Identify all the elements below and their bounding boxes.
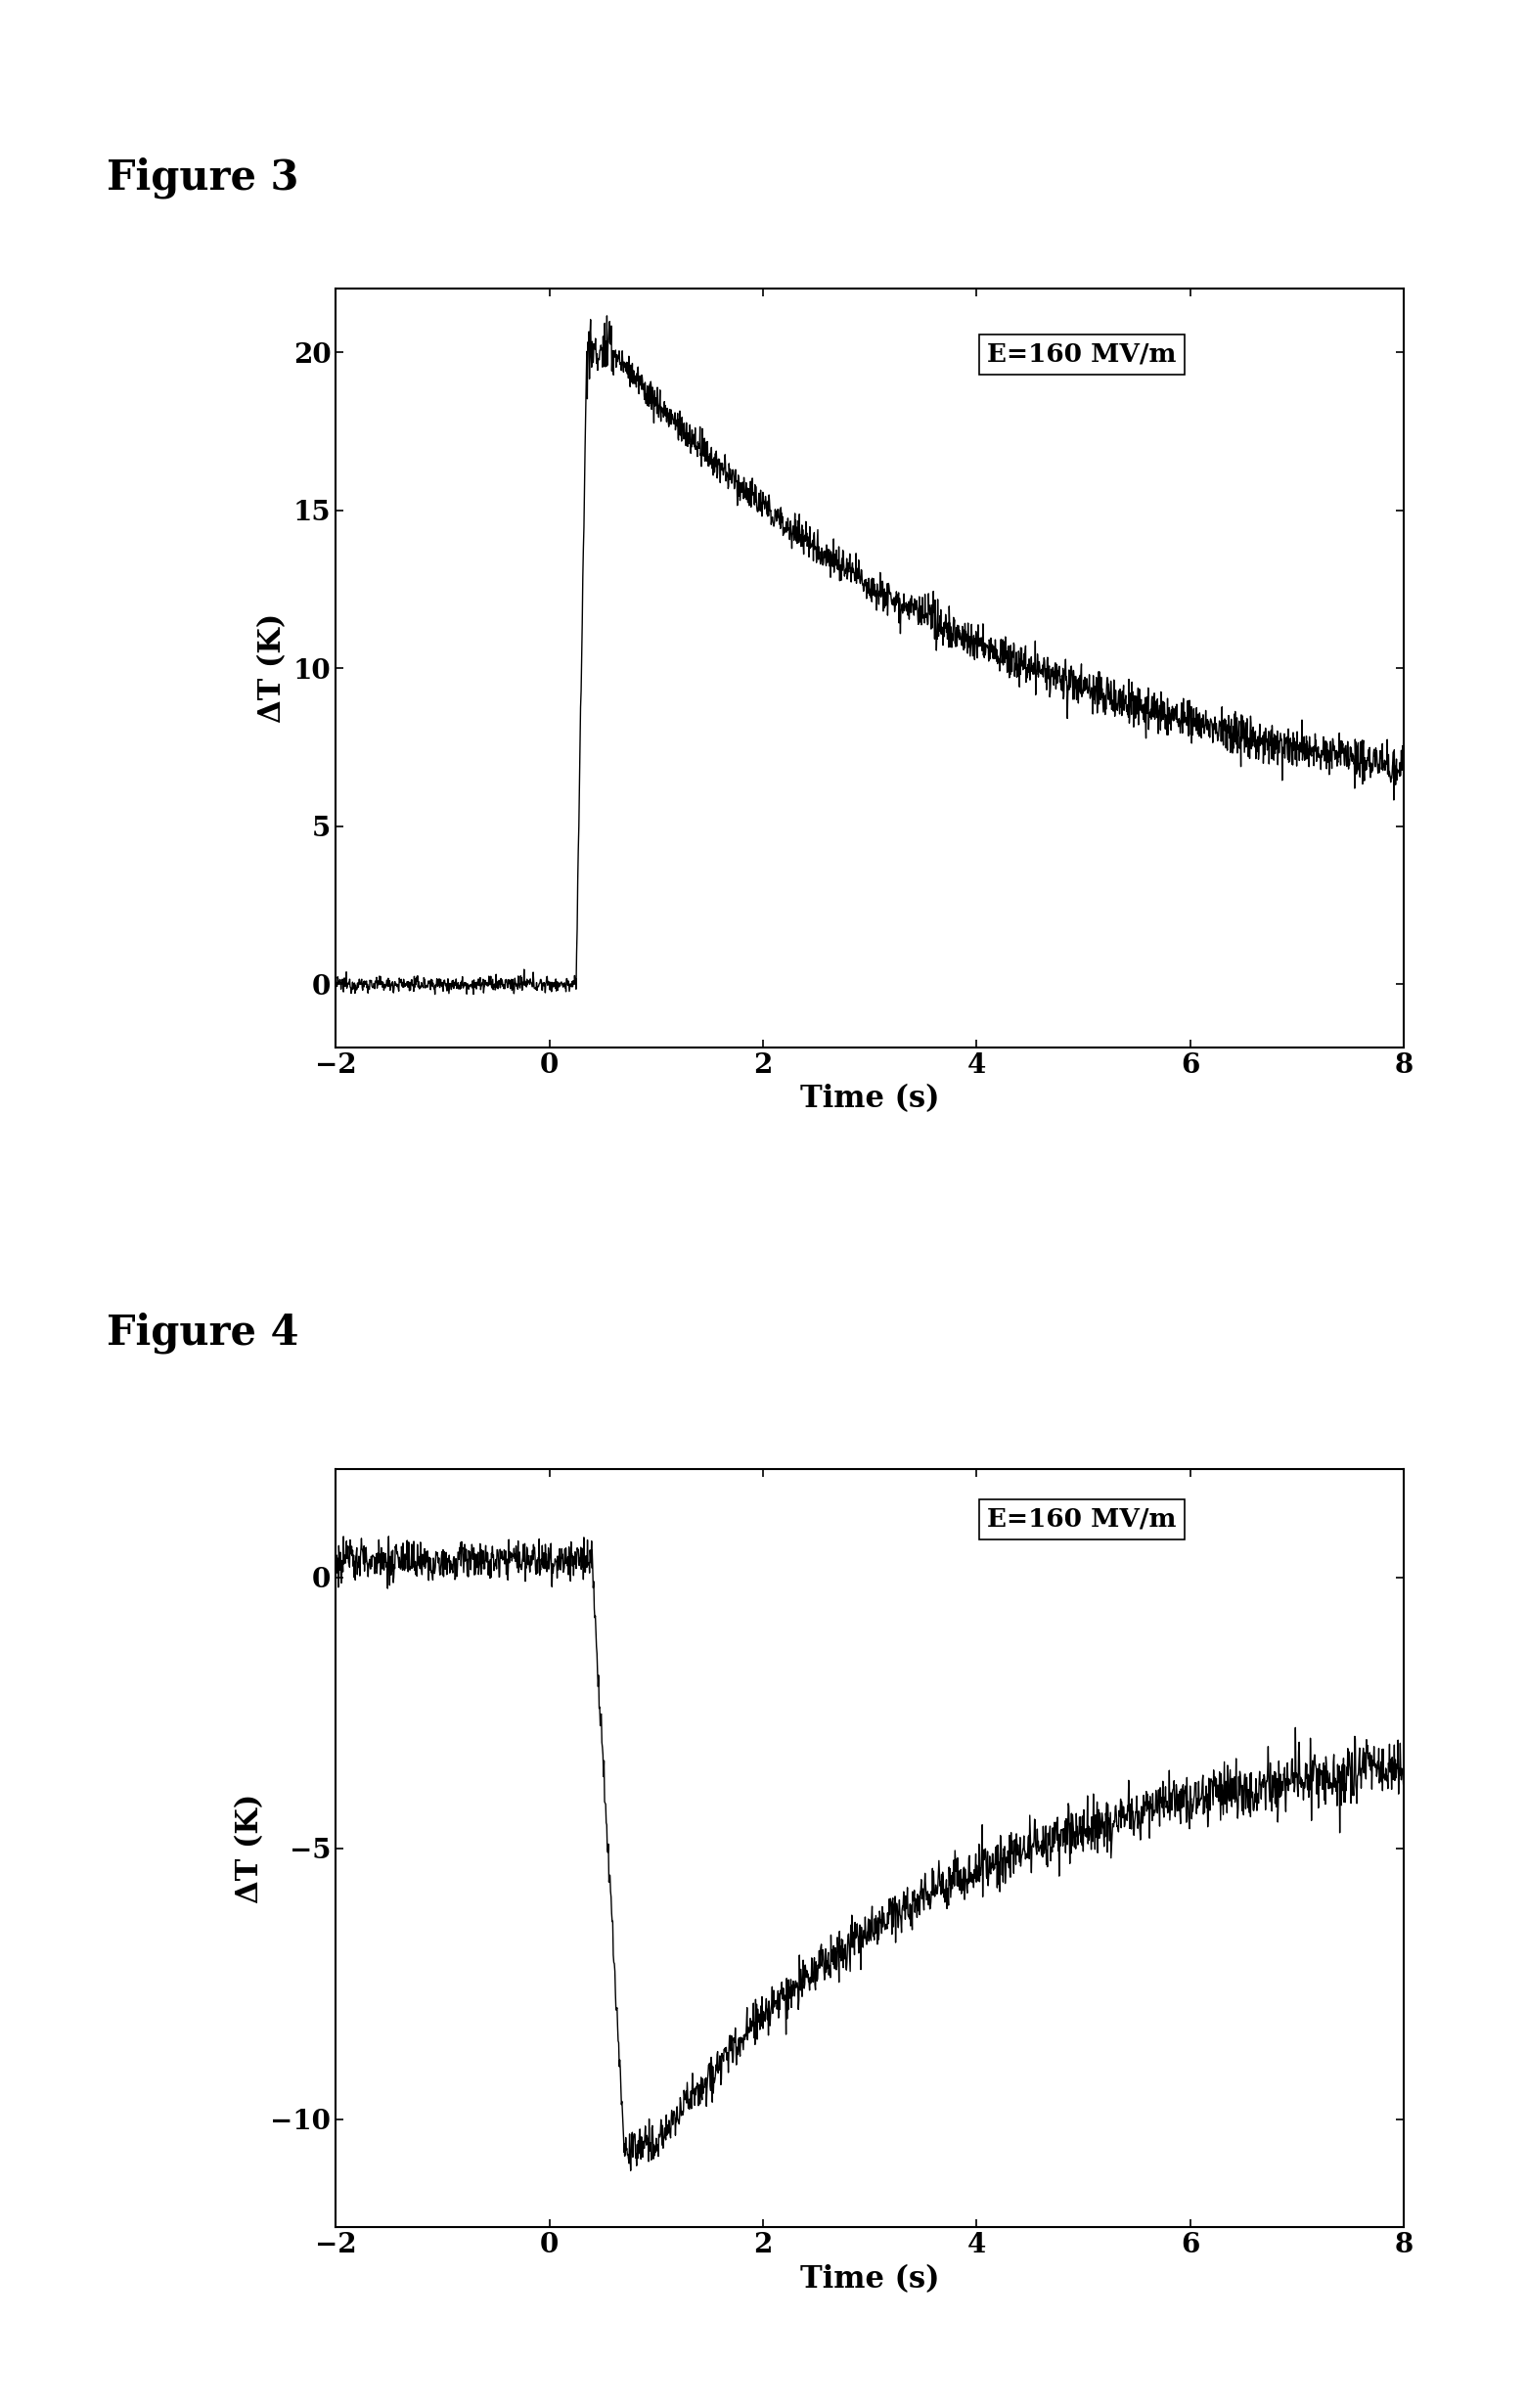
Y-axis label: ΔT (K): ΔT (K) xyxy=(235,1794,266,1902)
Y-axis label: ΔT (K): ΔT (K) xyxy=(258,614,288,722)
X-axis label: Time (s): Time (s) xyxy=(800,1084,940,1115)
Text: E=160 MV/m: E=160 MV/m xyxy=(987,342,1177,366)
X-axis label: Time (s): Time (s) xyxy=(800,2264,940,2295)
Text: Figure 3: Figure 3 xyxy=(107,157,299,197)
Text: E=160 MV/m: E=160 MV/m xyxy=(987,1507,1177,1531)
Text: Figure 4: Figure 4 xyxy=(107,1312,299,1353)
